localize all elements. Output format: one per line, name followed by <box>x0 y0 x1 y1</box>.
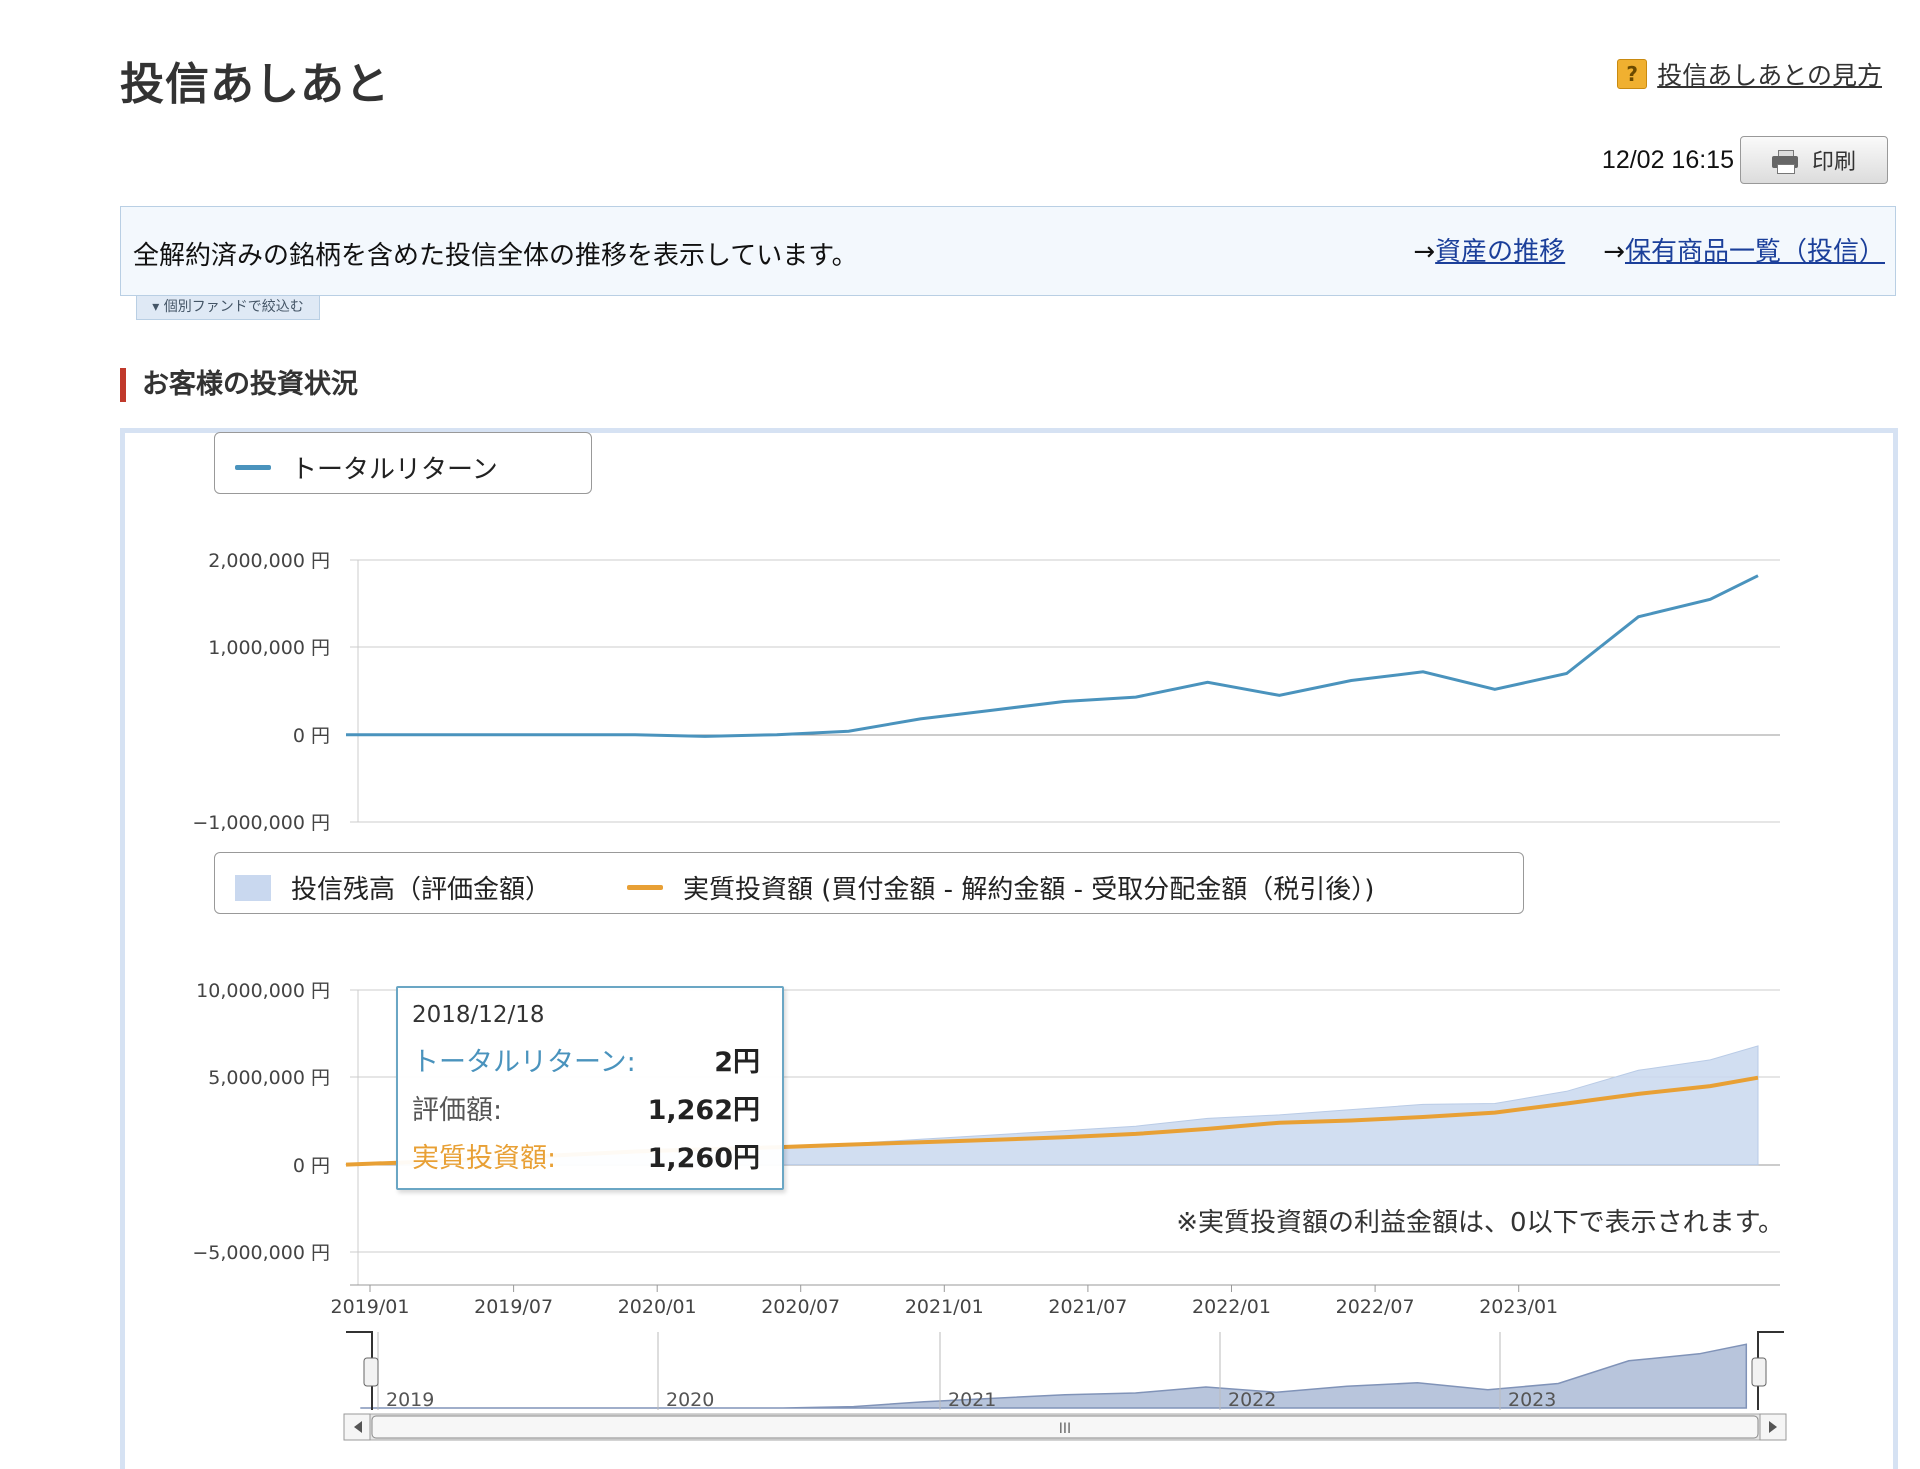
fund-filter-tab[interactable]: ▾ 個別ファンドで絞込む <box>136 296 320 320</box>
x-axis-tick: 2019/07 <box>474 1296 553 1318</box>
legend-swatch <box>235 465 271 470</box>
x-axis-tick: 2021/07 <box>1048 1296 1127 1318</box>
help-link-label[interactable]: 投信あしあとの見方 <box>1657 61 1882 90</box>
top-y-tick: 1,000,000 円 <box>208 637 330 659</box>
chart-tooltip: 2018/12/18 トータルリターン: 2円 評価額: 1,262円 実質投資… <box>396 986 784 1190</box>
assets-link[interactable]: 資産の推移 <box>1435 237 1566 267</box>
navigator-year-label: 2022 <box>1228 1389 1276 1411</box>
top-y-tick: 0 円 <box>293 725 330 747</box>
info-links: →資産の推移 →保有商品一覧（投信） <box>1413 231 1885 268</box>
bottom-y-tick: 0 円 <box>293 1155 330 1177</box>
tooltip-row-invested: 実質投資額: 1,260円 <box>412 1136 760 1175</box>
chart-note: ※実質投資額の利益金額は、0以下で表示されます。 <box>1176 1208 1784 1238</box>
tooltip-label: トータルリターン: <box>412 1047 636 1078</box>
section-heading: お客様の投資状況 <box>120 368 358 402</box>
bottom-y-ticks: 10,000,000 円 5,000,000 円 0 円 −5,000,000 … <box>192 980 330 1264</box>
navigator-right-handle[interactable] <box>1751 1357 1767 1387</box>
legend-label: 投信残高（評価金額） <box>291 875 552 905</box>
printer-icon <box>1771 150 1798 174</box>
bottom-y-tick: 5,000,000 円 <box>208 1067 330 1089</box>
arrow-icon: → <box>1413 237 1436 267</box>
info-text: 全解約済みの銘柄を含めた投信全体の推移を表示しています。 <box>133 241 858 271</box>
navigator-year-labels: 2019 2020 2021 2022 2023 <box>386 1389 1556 1411</box>
legend-item-total-return[interactable]: トータルリターン <box>235 449 498 486</box>
help-link[interactable]: ? 投信あしあとの見方 <box>1617 56 1882 92</box>
tooltip-label: 評価額: <box>412 1095 503 1126</box>
print-button[interactable]: 印刷 <box>1740 136 1888 184</box>
x-axis-tick: 2020/07 <box>761 1296 840 1318</box>
navigator-area <box>360 1343 1748 1409</box>
scrollbar-grip: III <box>1059 1421 1071 1437</box>
tooltip-row-total-return: トータルリターン: 2円 <box>412 1040 760 1079</box>
scroll-right-icon <box>1769 1421 1777 1433</box>
top-y-tick: 2,000,000 円 <box>208 550 330 572</box>
bottom-y-tick: 10,000,000 円 <box>196 980 330 1002</box>
x-axis-tick: 2022/01 <box>1192 1296 1271 1318</box>
top-chart-legend: トータルリターン <box>214 432 592 494</box>
timestamp: 12/02 16:15 <box>1601 146 1734 174</box>
tooltip-value: 2円 <box>714 1047 760 1078</box>
navigator-left-handle[interactable] <box>363 1357 379 1387</box>
tooltip-value: 1,262円 <box>647 1095 760 1126</box>
x-axis-tick: 2021/01 <box>905 1296 984 1318</box>
tooltip-value: 1,260円 <box>647 1143 760 1174</box>
arrow-icon: → <box>1603 237 1625 267</box>
scroll-left-icon <box>354 1421 362 1433</box>
legend-item-invested[interactable]: 実質投資額 (買付金額 - 解約金額 - 受取分配金額（税引後）) <box>627 869 1374 906</box>
bottom-chart-legend: 投信残高（評価金額） 実質投資額 (買付金額 - 解約金額 - 受取分配金額（税… <box>214 852 1524 914</box>
legend-label: 実質投資額 (買付金額 - 解約金額 - 受取分配金額（税引後）) <box>683 875 1375 905</box>
x-axis-tick: 2019/01 <box>331 1296 410 1318</box>
bottom-y-tick: −5,000,000 円 <box>192 1242 330 1264</box>
info-bar: 全解約済みの銘柄を含めた投信全体の推移を表示しています。 →資産の推移 →保有商… <box>120 206 1896 296</box>
legend-swatch <box>235 874 271 901</box>
legend-label: トータルリターン <box>291 455 498 485</box>
navigator-year-label: 2023 <box>1508 1389 1556 1411</box>
navigator-year-label: 2021 <box>948 1389 996 1411</box>
tooltip-date: 2018/12/18 <box>412 1002 545 1028</box>
print-button-label: 印刷 <box>1811 150 1856 175</box>
scrollbar-thumb[interactable] <box>371 1415 1759 1439</box>
range-navigator[interactable]: 2019 2020 2021 2022 2023 III <box>343 1331 1787 1441</box>
tooltip-label: 実質投資額: <box>412 1143 557 1174</box>
total-return-line <box>346 574 1759 738</box>
chart-container <box>120 428 1898 1469</box>
x-axis-tick: 2022/07 <box>1336 1296 1415 1318</box>
x-axis-tick: 2023/01 <box>1479 1296 1558 1318</box>
navigator-year-label: 2020 <box>666 1389 714 1411</box>
page-title: 投信あしあと <box>120 59 390 110</box>
scroll-right-button[interactable] <box>1759 1413 1787 1441</box>
help-icon: ? <box>1617 59 1648 89</box>
tooltip-row-valuation: 評価額: 1,262円 <box>412 1088 760 1127</box>
top-chart-grid <box>350 559 1780 823</box>
navigator-year-label: 2019 <box>386 1389 434 1411</box>
x-axis-ticks: 2019/01 2019/07 2020/01 2020/07 2021/01 2021/… <box>331 1285 1558 1318</box>
x-axis-tick: 2020/01 <box>618 1296 697 1318</box>
top-y-ticks: 2,000,000 円 1,000,000 円 0 円 −1,000,000 円 <box>192 550 330 834</box>
top-y-tick: −1,000,000 円 <box>192 812 330 834</box>
legend-swatch <box>627 885 663 890</box>
holdings-link[interactable]: 保有商品一覧（投信） <box>1624 237 1885 267</box>
legend-item-balance[interactable]: 投信残高（評価金額） <box>235 869 551 906</box>
